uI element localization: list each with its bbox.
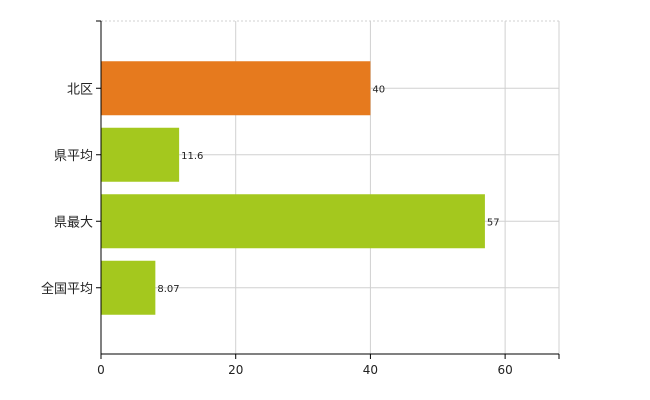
category-label: 北区 [67, 82, 93, 97]
category-label: 全国平均 [41, 281, 93, 297]
bar [101, 127, 180, 182]
bar [101, 194, 485, 249]
x-tick-label: 60 [497, 363, 512, 377]
bar [101, 61, 371, 116]
x-tick-label: 40 [363, 363, 378, 377]
x-tick-label: 0 [97, 363, 105, 377]
data-label: 40 [372, 84, 385, 95]
category-label: 県平均 [54, 149, 93, 164]
data-label: 8.07 [157, 284, 179, 295]
bar [101, 260, 156, 315]
x-tick-label: 20 [228, 363, 243, 377]
data-label: 11.6 [181, 151, 203, 162]
category-label: 県最大 [54, 215, 93, 230]
data-label: 57 [487, 217, 500, 228]
